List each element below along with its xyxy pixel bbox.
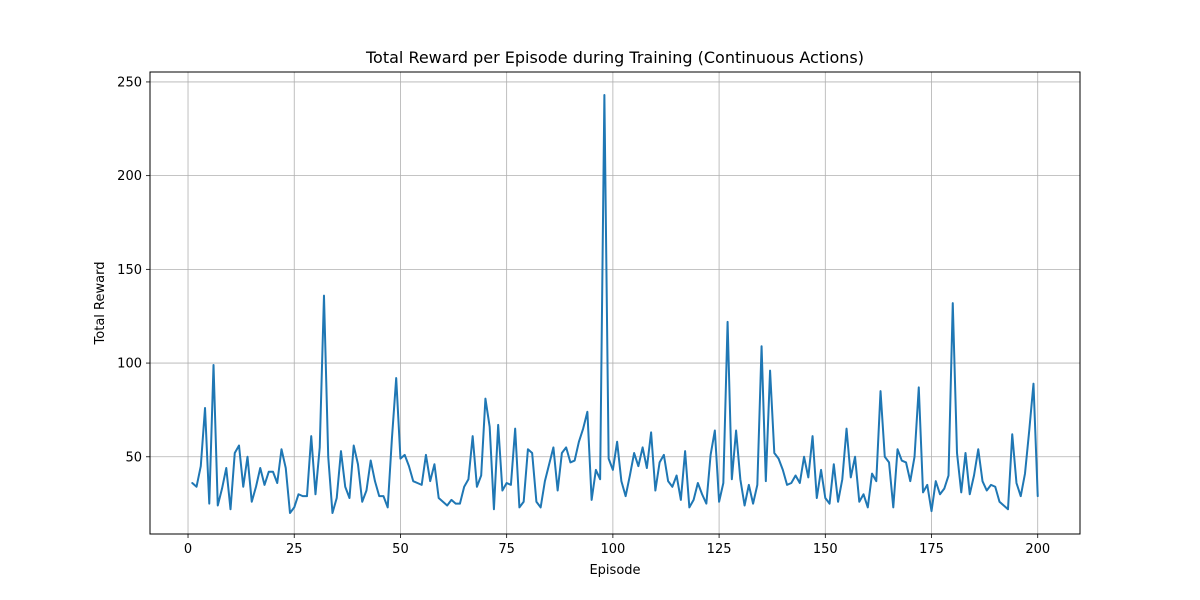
- x-tick-label: 75: [498, 542, 515, 557]
- x-tick-label: 50: [392, 542, 409, 557]
- y-axis-label: Total Reward: [93, 262, 108, 346]
- x-tick-label: 125: [707, 542, 732, 557]
- x-tick-label: 200: [1025, 542, 1050, 557]
- x-tick-label: 100: [600, 542, 625, 557]
- y-tick-label: 250: [117, 75, 142, 90]
- series-group: [191, 94, 1039, 515]
- x-axis-ticks: 0 25 50 75 100 125 150 175 200: [184, 534, 1050, 557]
- x-tick-label: 0: [184, 542, 192, 557]
- y-tick-label: 150: [117, 263, 142, 278]
- chart-title: Total Reward per Episode during Training…: [365, 48, 864, 67]
- x-tick-label: 25: [286, 542, 303, 557]
- x-tick-label: 175: [919, 542, 944, 557]
- x-tick-label: 150: [813, 542, 838, 557]
- y-tick-label: 100: [117, 357, 142, 372]
- plot-frame: [149, 71, 1081, 535]
- y-tick-label: 200: [117, 169, 142, 184]
- y-axis-ticks: 50 100 150 200 250: [117, 75, 150, 465]
- gridlines: [150, 72, 1080, 534]
- series-line: [191, 94, 1039, 515]
- y-tick-label: 50: [125, 450, 142, 465]
- x-axis-label: Episode: [589, 563, 640, 578]
